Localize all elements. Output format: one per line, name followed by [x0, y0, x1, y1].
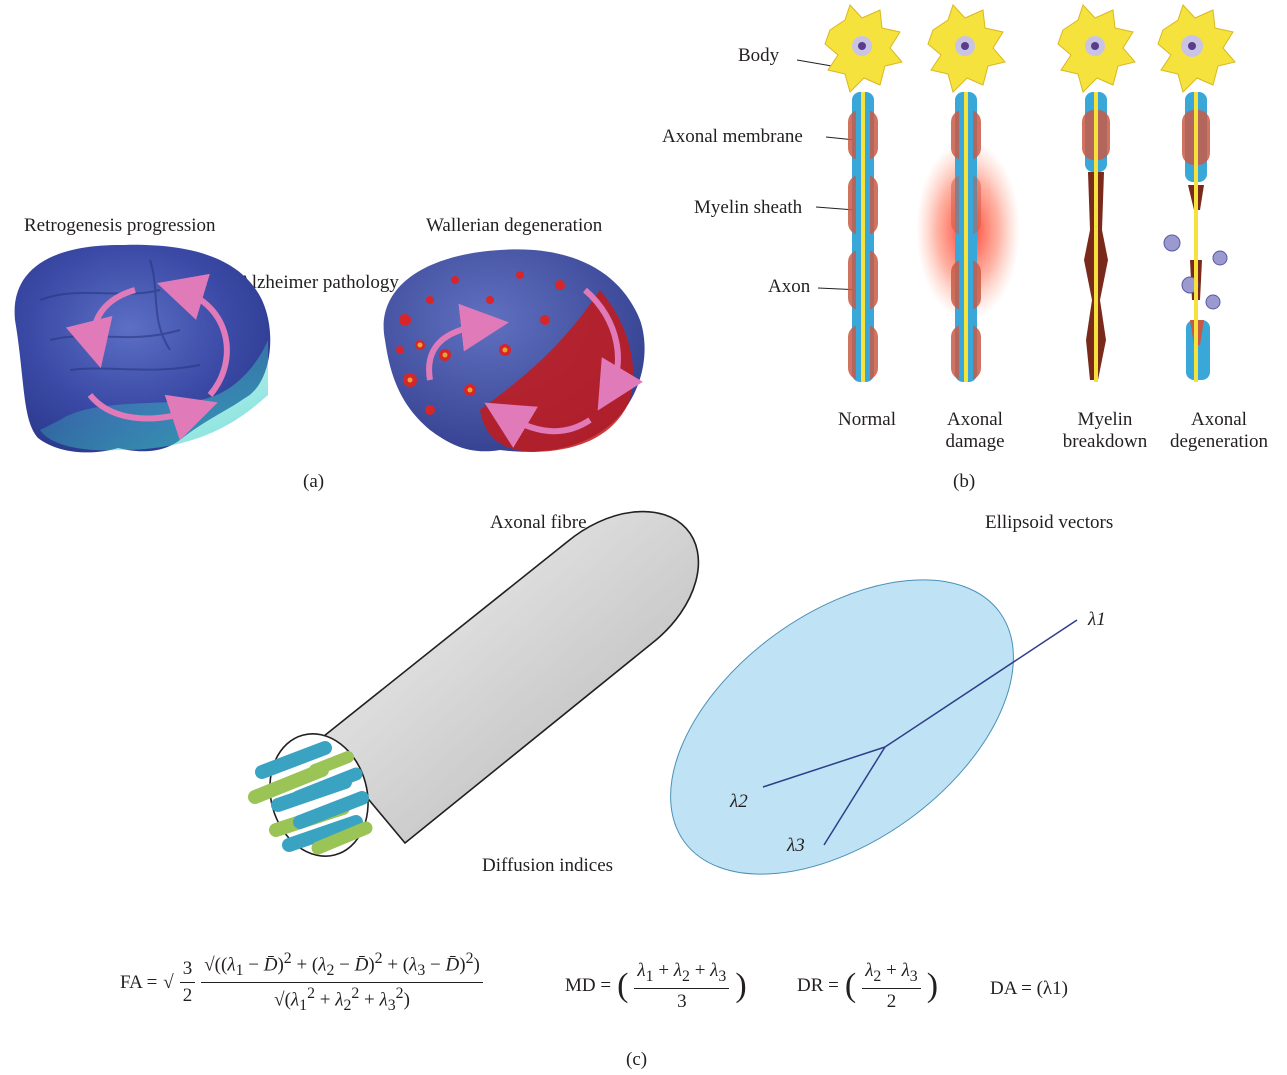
brain-right-image — [383, 249, 645, 452]
panel-c-caption: (c) — [626, 1049, 648, 1070]
stage-axonal-degeneration: Axonal degeneration — [1169, 409, 1269, 452]
md-formula: MD = ( λ1 + λ2 + λ3 3 ) — [565, 960, 747, 1012]
label-axon: Axon — [768, 276, 811, 297]
lambda-3-label: λ3 — [787, 835, 805, 856]
wallerian-title: Wallerian degeneration — [426, 215, 603, 236]
lambda-1-label: λ1 — [1088, 609, 1106, 630]
label-body: Body — [738, 45, 780, 66]
axonal-fibre-title: Axonal fibre — [490, 512, 587, 533]
label-myelin-sheath: Myelin sheath — [694, 197, 803, 218]
stage-normal: Normal — [837, 409, 897, 430]
alzheimer-label: Alzheimer pathology — [238, 272, 399, 293]
dr-formula: DR = ( λ2 + λ3 2 ) — [797, 960, 939, 1012]
axonal-fibre-cylinder — [248, 510, 700, 857]
brain-left-image — [14, 244, 271, 453]
ellipsoid-title: Ellipsoid vectors — [985, 512, 1114, 533]
panel-b-caption: (b) — [953, 471, 976, 492]
panel-a-caption: (a) — [303, 471, 325, 492]
da-formula: DA = (λ1) — [990, 978, 1068, 999]
fa-lhs: FA = — [120, 971, 158, 993]
diffusion-indices-label: Diffusion indices — [482, 855, 614, 876]
stage-axonal-damage: Axonal damage — [945, 409, 1005, 452]
dr-lhs: DR = — [797, 975, 839, 997]
stage-myelin-breakdown: Myelin breakdown — [1062, 409, 1148, 452]
neurons-illustration — [796, 4, 1236, 382]
retrogenesis-title: Retrogenesis progression — [24, 215, 216, 236]
label-axonal-membrane: Axonal membrane — [662, 126, 803, 147]
diffusion-ellipsoid — [670, 579, 1078, 875]
md-lhs: MD = — [565, 975, 612, 997]
lambda-2-label: λ2 — [730, 791, 748, 812]
